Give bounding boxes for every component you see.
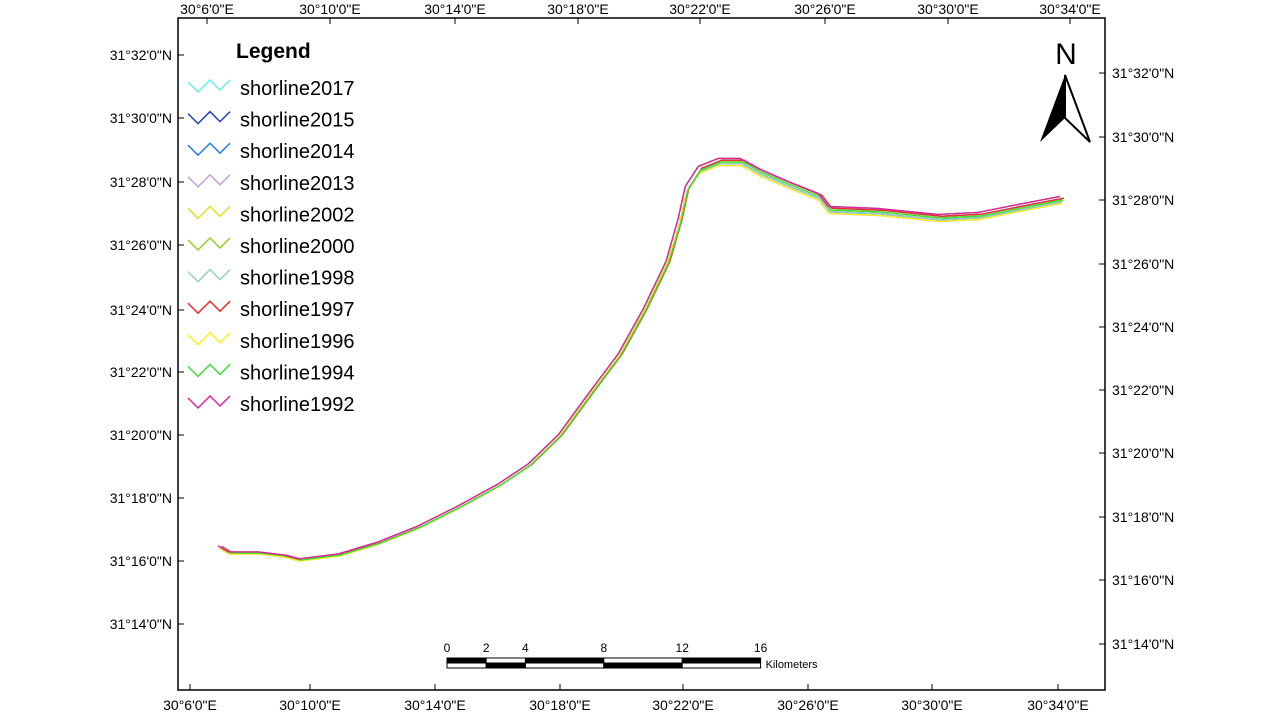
legend-label: shorline1994 <box>240 362 355 384</box>
bottom-label: 30°14'0"E <box>404 697 466 713</box>
scale-segment <box>446 662 487 669</box>
left-label: 31°16'0"N <box>110 553 172 569</box>
legend-swatch <box>187 331 231 346</box>
legend-label: shorline1997 <box>240 299 355 321</box>
legend-label: shorline2017 <box>240 78 355 100</box>
scale-segment <box>446 657 487 664</box>
right-label: 31°14'0"N <box>1112 636 1174 652</box>
top-label: 30°26'0"E <box>794 1 856 17</box>
right-label: 31°16'0"N <box>1112 572 1174 588</box>
scale-tick-label: 2 <box>483 641 490 655</box>
legend-swatch <box>187 268 231 283</box>
legend-swatch <box>187 110 231 125</box>
legend-label: shorline1996 <box>240 331 355 353</box>
scale-segment <box>485 657 526 664</box>
bottom-label: 30°34'0"E <box>1027 697 1089 713</box>
legend-swatch <box>187 78 231 94</box>
right-label: 31°24'0"N <box>1112 319 1174 335</box>
shorelines <box>217 157 1064 562</box>
scale-tick-label: 16 <box>754 641 768 655</box>
right-label: 31°20'0"N <box>1112 445 1174 461</box>
right-label: 31°30'0"N <box>1112 129 1174 145</box>
scale-unit: Kilometers <box>766 659 818 671</box>
top-label: 30°30'0"E <box>917 1 979 17</box>
bottom-label: 30°26'0"E <box>777 697 839 713</box>
left-label: 31°26'0"N <box>110 237 172 253</box>
scale-segment <box>681 662 762 669</box>
right-label: 31°32'0"N <box>1112 65 1174 81</box>
left-label: 31°14'0"N <box>110 616 172 632</box>
shoreline <box>218 164 1062 562</box>
left-label: 31°18'0"N <box>110 490 172 506</box>
shoreline <box>220 161 1064 561</box>
legend-label: shorline2015 <box>240 110 355 132</box>
map-frame <box>177 17 1106 691</box>
right-label: 31°26'0"N <box>1112 256 1174 272</box>
bottom-label: 30°10'0"E <box>279 697 341 713</box>
top-label: 30°22'0"E <box>669 1 731 17</box>
scale-tick-label: 12 <box>676 641 690 655</box>
legend-label: shorline2014 <box>240 141 355 163</box>
graticule: 30°6'0"E 30°10'0"E 30°14'0"E 30°18'0"E 30°22… <box>110 1 1175 713</box>
scale-segment <box>603 662 683 669</box>
left-label: 31°24'0"N <box>110 302 172 318</box>
top-label: 30°6'0"E <box>180 1 234 17</box>
legend-label: shorline1992 <box>240 394 355 416</box>
legend-label: shorline2013 <box>240 173 355 195</box>
bottom-label: 30°6'0"E <box>163 697 217 713</box>
right-label: 31°18'0"N <box>1112 509 1174 525</box>
left-label: 31°28'0"N <box>110 174 172 190</box>
scale-tick-label: 4 <box>522 641 529 655</box>
north-arrow <box>1040 74 1091 143</box>
scale-tick-label: 0 <box>444 641 451 655</box>
bottom-label: 30°18'0"E <box>529 697 591 713</box>
legend-swatch <box>187 363 231 378</box>
bottom-label: 30°30'0"E <box>901 697 963 713</box>
scale-segment <box>603 657 683 664</box>
right-label: 31°28'0"N <box>1112 192 1174 208</box>
left-label: 31°30'0"N <box>110 110 172 126</box>
legend-swatch <box>187 394 231 410</box>
scale-segment <box>681 657 762 664</box>
scale-bar: 0 2 4 8 12 16 Kilometers <box>444 641 818 671</box>
right-label: 31°22'0"N <box>1112 382 1174 398</box>
left-label: 31°22'0"N <box>110 364 172 380</box>
north-label: N <box>1055 38 1077 71</box>
bottom-label: 30°22'0"E <box>652 697 714 713</box>
legend-swatch <box>187 205 231 220</box>
top-label: 30°18'0"E <box>547 1 609 17</box>
legend-swatch <box>187 173 231 188</box>
left-label: 31°20'0"N <box>110 427 172 443</box>
top-label: 30°14'0"E <box>424 1 486 17</box>
top-label: 30°34'0"E <box>1039 1 1101 17</box>
left-label: 31°32'0"N <box>110 47 172 63</box>
shoreline <box>217 157 1061 560</box>
legend-swatch <box>187 142 231 157</box>
legend: shorline2017 shorline2015 shorline2014 shor… <box>187 78 355 416</box>
legend-swatch <box>187 300 231 315</box>
scale-segment <box>485 662 526 669</box>
legend-swatch <box>187 236 231 252</box>
legend-label: shorline1998 <box>240 268 355 290</box>
legend-title: Legend <box>236 40 311 63</box>
top-label: 30°10'0"E <box>299 1 361 17</box>
legend-label: shorline2000 <box>240 236 355 258</box>
legend-label: shorline2002 <box>240 204 355 226</box>
scale-segment <box>524 657 605 664</box>
scale-tick-label: 8 <box>600 641 607 655</box>
scale-segment <box>524 662 605 669</box>
